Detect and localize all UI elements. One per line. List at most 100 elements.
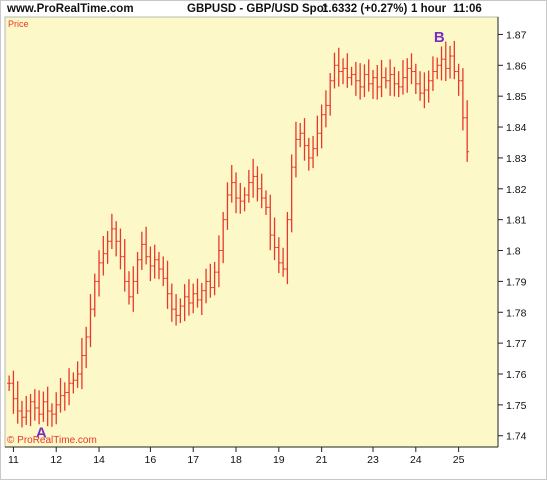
price-bar <box>114 221 119 257</box>
price-bar <box>362 64 367 98</box>
x-tick-label: 12 <box>50 454 62 466</box>
price-bar <box>238 182 243 214</box>
time-label: 11:06 <box>453 3 482 15</box>
price-bar <box>84 326 89 369</box>
price-bar <box>15 381 20 424</box>
x-tick-label: 19 <box>273 454 285 466</box>
price-bar <box>135 252 140 295</box>
x-tick-label: 17 <box>187 454 199 466</box>
y-tick-label: 1.77 <box>506 338 527 350</box>
site-label: www.ProRealTime.com <box>7 3 134 15</box>
price-bar <box>435 57 440 80</box>
price-bar <box>388 59 393 96</box>
price-bar <box>79 337 84 390</box>
price-bar <box>122 239 127 292</box>
y-tick-label: 1.87 <box>506 29 527 41</box>
price-bar <box>139 231 144 270</box>
y-axis: 1.74 1.75 1.76 1.77 1.78 1.79 1.8 1.81 1.82 1.83 1… <box>497 17 527 447</box>
price-bar <box>302 118 307 161</box>
price-bar <box>212 261 217 296</box>
price-bar <box>221 211 226 264</box>
price-bar <box>465 100 470 162</box>
price-bar <box>191 283 196 314</box>
price-bar <box>336 47 341 87</box>
price-bar <box>67 368 72 406</box>
price-bar <box>328 73 333 116</box>
price-bar <box>195 278 200 308</box>
price-bar <box>88 294 93 348</box>
price-bar <box>229 165 234 203</box>
price-bar <box>71 372 76 394</box>
y-tick-label: 1.82 <box>506 184 527 196</box>
price-bar <box>426 70 431 103</box>
price-bar <box>204 268 209 304</box>
y-tick-label: 1.83 <box>506 153 527 165</box>
price-bar <box>349 66 354 86</box>
price-bar <box>144 226 149 265</box>
price-bar <box>413 63 418 95</box>
x-tick-label: 16 <box>145 454 157 466</box>
price-bar <box>182 284 187 322</box>
price-bar <box>101 236 106 276</box>
price-bar <box>392 66 397 97</box>
price-bar <box>169 283 174 322</box>
price-bar <box>430 56 435 91</box>
price-bar <box>28 394 33 427</box>
price-bar <box>92 273 97 317</box>
price-bar <box>366 59 371 92</box>
price-bar <box>41 391 46 422</box>
price-bar <box>7 375 12 391</box>
price-bar <box>268 194 273 251</box>
annotation-b: B <box>434 29 445 46</box>
price-bar <box>259 173 264 209</box>
price-bar <box>306 137 311 171</box>
price-bar <box>358 63 363 100</box>
annotations: AB <box>36 29 445 441</box>
price-bar <box>156 252 161 280</box>
price-bar <box>152 244 157 279</box>
price-bar <box>319 104 324 149</box>
price-bar <box>353 61 358 96</box>
y-tick-label: 1.81 <box>506 215 527 227</box>
x-tick-label: 23 <box>367 454 379 466</box>
x-tick-label: 25 <box>453 454 465 466</box>
price-bar <box>400 60 405 95</box>
price-bar <box>174 294 179 326</box>
price-bar <box>452 40 457 80</box>
price-bar <box>32 389 37 421</box>
price-bar <box>165 260 170 309</box>
price-bar <box>216 235 221 288</box>
price-bar <box>439 46 444 81</box>
y-tick-label: 1.74 <box>506 431 527 443</box>
price-bar <box>409 53 414 85</box>
price-bar <box>345 53 350 88</box>
price-bar <box>263 190 268 216</box>
x-axis: 11 12 14 16 17 18 19 21 23 24 25 <box>5 446 498 466</box>
price-bar <box>311 135 316 169</box>
price-bar <box>281 247 286 277</box>
price-bar <box>45 386 50 427</box>
price-bar <box>37 390 42 425</box>
symbol-label: GBPUSD - GBP/USD Spot <box>187 3 328 15</box>
price-bar <box>383 67 388 89</box>
x-tick-label: 11 <box>8 454 19 466</box>
x-tick-label: 18 <box>230 454 242 466</box>
price-bar <box>422 72 427 109</box>
watermark: © ProRealTime.com <box>7 435 97 446</box>
price-bar <box>460 68 465 131</box>
price-bar <box>242 187 247 212</box>
price-bar <box>289 154 294 233</box>
price-bar <box>246 169 251 203</box>
price-bar <box>127 271 131 305</box>
x-tick-label: 24 <box>410 454 422 466</box>
price-bar <box>161 256 166 287</box>
price-bar <box>19 400 24 428</box>
price-bar <box>298 123 303 148</box>
price-bar <box>109 213 114 249</box>
y-tick-label: 1.8 <box>506 246 521 258</box>
price-bar <box>199 282 204 316</box>
price-bar <box>11 370 16 414</box>
price-bar <box>405 58 410 93</box>
